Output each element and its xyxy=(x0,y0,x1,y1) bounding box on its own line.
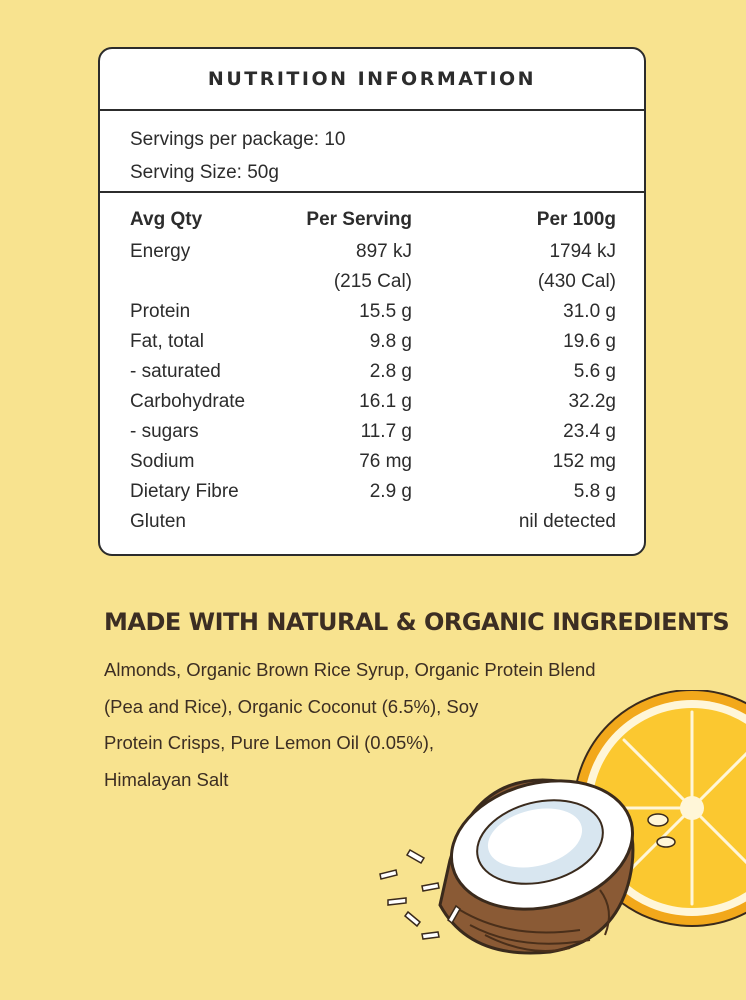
nutrient-name: Gluten xyxy=(130,511,186,532)
table-row: Gluten nil detected xyxy=(100,507,644,537)
nutrient-name: Sodium xyxy=(130,451,195,472)
table-row: Fat, total 9.8 g 19.6 g xyxy=(100,327,644,357)
table-row: Sodium 76 mg 152 mg xyxy=(100,447,644,477)
per-100g-value: 23.4 g xyxy=(563,421,616,442)
ingredients-line: (Pea and Rice), Organic Coconut (6.5%), … xyxy=(104,695,479,717)
serving-info: Servings per package: 10 Serving Size: 5… xyxy=(100,111,644,193)
table-row: Dietary Fibre 2.9 g 5.8 g xyxy=(100,477,644,507)
header-per-100g: Per 100g xyxy=(536,209,616,230)
ingredients-heading: MADE WITH NATURAL & ORGANIC INGREDIENTS xyxy=(104,608,730,636)
per-serving-value: 9.8 g xyxy=(369,331,412,352)
nutrition-title: NUTRITION INFORMATION xyxy=(100,49,644,111)
per-serving-value: 897 kJ xyxy=(356,241,412,262)
serving-size: Serving Size: 50g xyxy=(130,162,279,183)
per-serving-value: 16.1 g xyxy=(359,391,412,412)
per-serving-value: 15.5 g xyxy=(359,301,412,322)
per-100g-value: nil detected xyxy=(518,511,616,532)
table-row: Carbohydrate 16.1 g 32.2g xyxy=(100,387,644,417)
ingredients-list: Almonds, Organic Brown Rice Syrup, Organ… xyxy=(104,652,624,799)
per-serving-value: 2.8 g xyxy=(369,361,412,382)
nutrient-name: Carbohydrate xyxy=(130,391,246,412)
nutrient-name: - saturated xyxy=(130,361,221,382)
table-header-row: Avg Qty Per Serving Per 100g xyxy=(100,203,644,237)
per-serving-value xyxy=(260,507,412,537)
table-row: (215 Cal) (430 Cal) xyxy=(100,267,644,297)
nutrient-name: Protein xyxy=(130,301,191,322)
fruit-illustration xyxy=(379,690,746,955)
nutrient-name: Energy xyxy=(130,241,191,262)
nutrient-name: - sugars xyxy=(130,421,199,442)
table-row: - saturated 2.8 g 5.6 g xyxy=(100,357,644,387)
table-row: Protein 15.5 g 31.0 g xyxy=(100,297,644,327)
per-100g-value: (430 Cal) xyxy=(537,271,616,292)
table-row: Energy 897 kJ 1794 kJ xyxy=(100,237,644,267)
nutrition-table: Avg Qty Per Serving Per 100g Energy 897 … xyxy=(100,193,644,537)
per-serving-value: 76 mg xyxy=(359,451,412,472)
coconut-flakes-illustration xyxy=(379,848,461,940)
per-100g-value: 1794 kJ xyxy=(549,241,616,262)
ingredients-line: Protein Crisps, Pure Lemon Oil (0.05%), xyxy=(104,732,435,754)
coconut-illustration xyxy=(438,778,635,955)
header-per-serving: Per Serving xyxy=(306,209,412,230)
nutrient-name xyxy=(100,267,260,297)
ingredients-line: Himalayan Salt xyxy=(104,769,229,791)
per-serving-value: (215 Cal) xyxy=(333,271,412,292)
per-100g-value: 32.2g xyxy=(568,391,616,412)
nutrition-panel: NUTRITION INFORMATION Servings per packa… xyxy=(98,47,646,556)
per-100g-value: 31.0 g xyxy=(563,301,616,322)
per-serving-value: 2.9 g xyxy=(369,481,412,502)
per-100g-value: 5.8 g xyxy=(573,481,616,502)
nutrient-name: Fat, total xyxy=(130,331,204,352)
nutrient-name: Dietary Fibre xyxy=(130,481,239,502)
per-100g-value: 152 mg xyxy=(552,451,616,472)
ingredients-line: Almonds, Organic Brown Rice Syrup, Organ… xyxy=(104,659,596,680)
per-100g-value: 19.6 g xyxy=(563,331,616,352)
per-100g-value: 5.6 g xyxy=(573,361,616,382)
header-avg-qty: Avg Qty xyxy=(130,209,203,230)
table-row: - sugars 11.7 g 23.4 g xyxy=(100,417,644,447)
per-serving-value: 11.7 g xyxy=(360,421,412,442)
servings-per-package: Servings per package: 10 xyxy=(130,129,346,150)
